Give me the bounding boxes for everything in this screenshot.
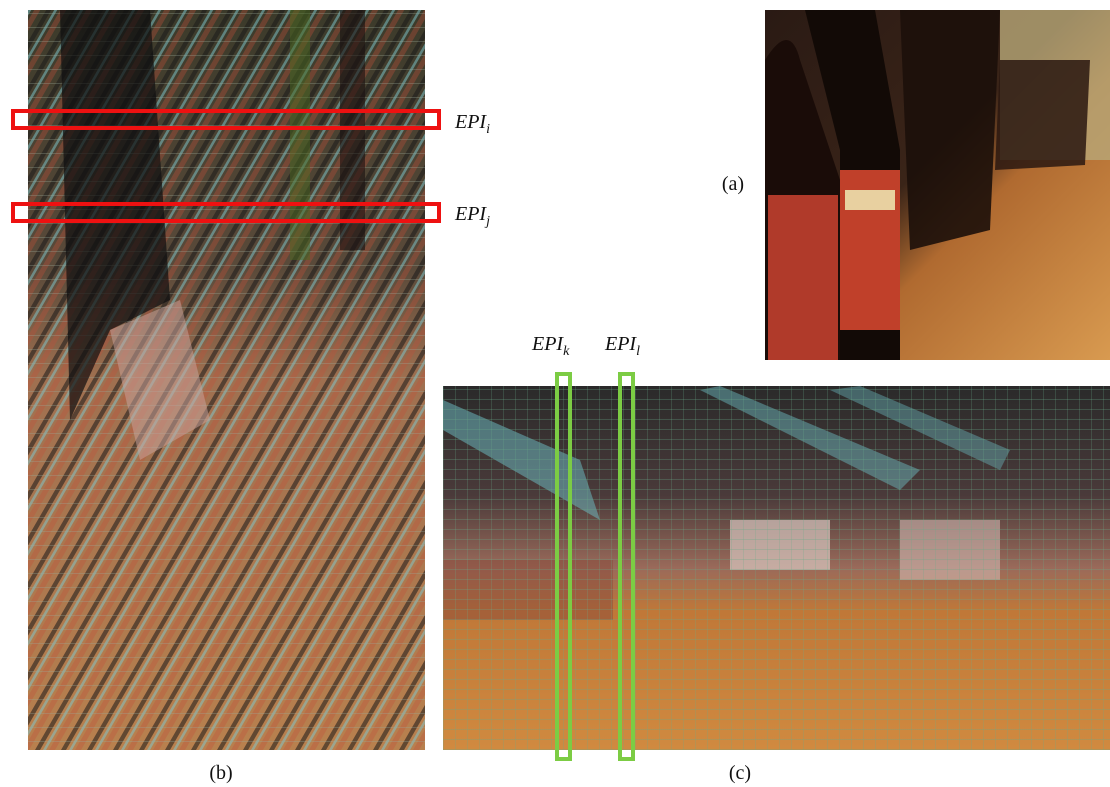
epi-label: EPIk: [531, 333, 570, 359]
epi-sub: l: [636, 344, 640, 359]
epi-base: EPI: [454, 203, 487, 225]
panel-label: (a): [722, 173, 744, 195]
panel-a-image: [765, 10, 1110, 360]
panel-c-image: [443, 386, 1110, 750]
panel-label: (c): [729, 762, 751, 784]
epi-base: EPI: [454, 111, 487, 133]
panel-label: (b): [209, 762, 232, 784]
epi-base: EPI: [604, 333, 637, 355]
epi-label: EPIi: [454, 111, 490, 137]
figure: EPIi EPIj (a) EPIk EPIl (b) (c): [0, 0, 1110, 787]
epi-label: EPIl: [604, 333, 640, 359]
panel-b-image: [28, 10, 425, 750]
epi-base: EPI: [531, 333, 564, 355]
epi-sub: k: [563, 344, 570, 359]
epi-label: EPIj: [454, 203, 490, 229]
epi-sub: i: [486, 122, 490, 137]
